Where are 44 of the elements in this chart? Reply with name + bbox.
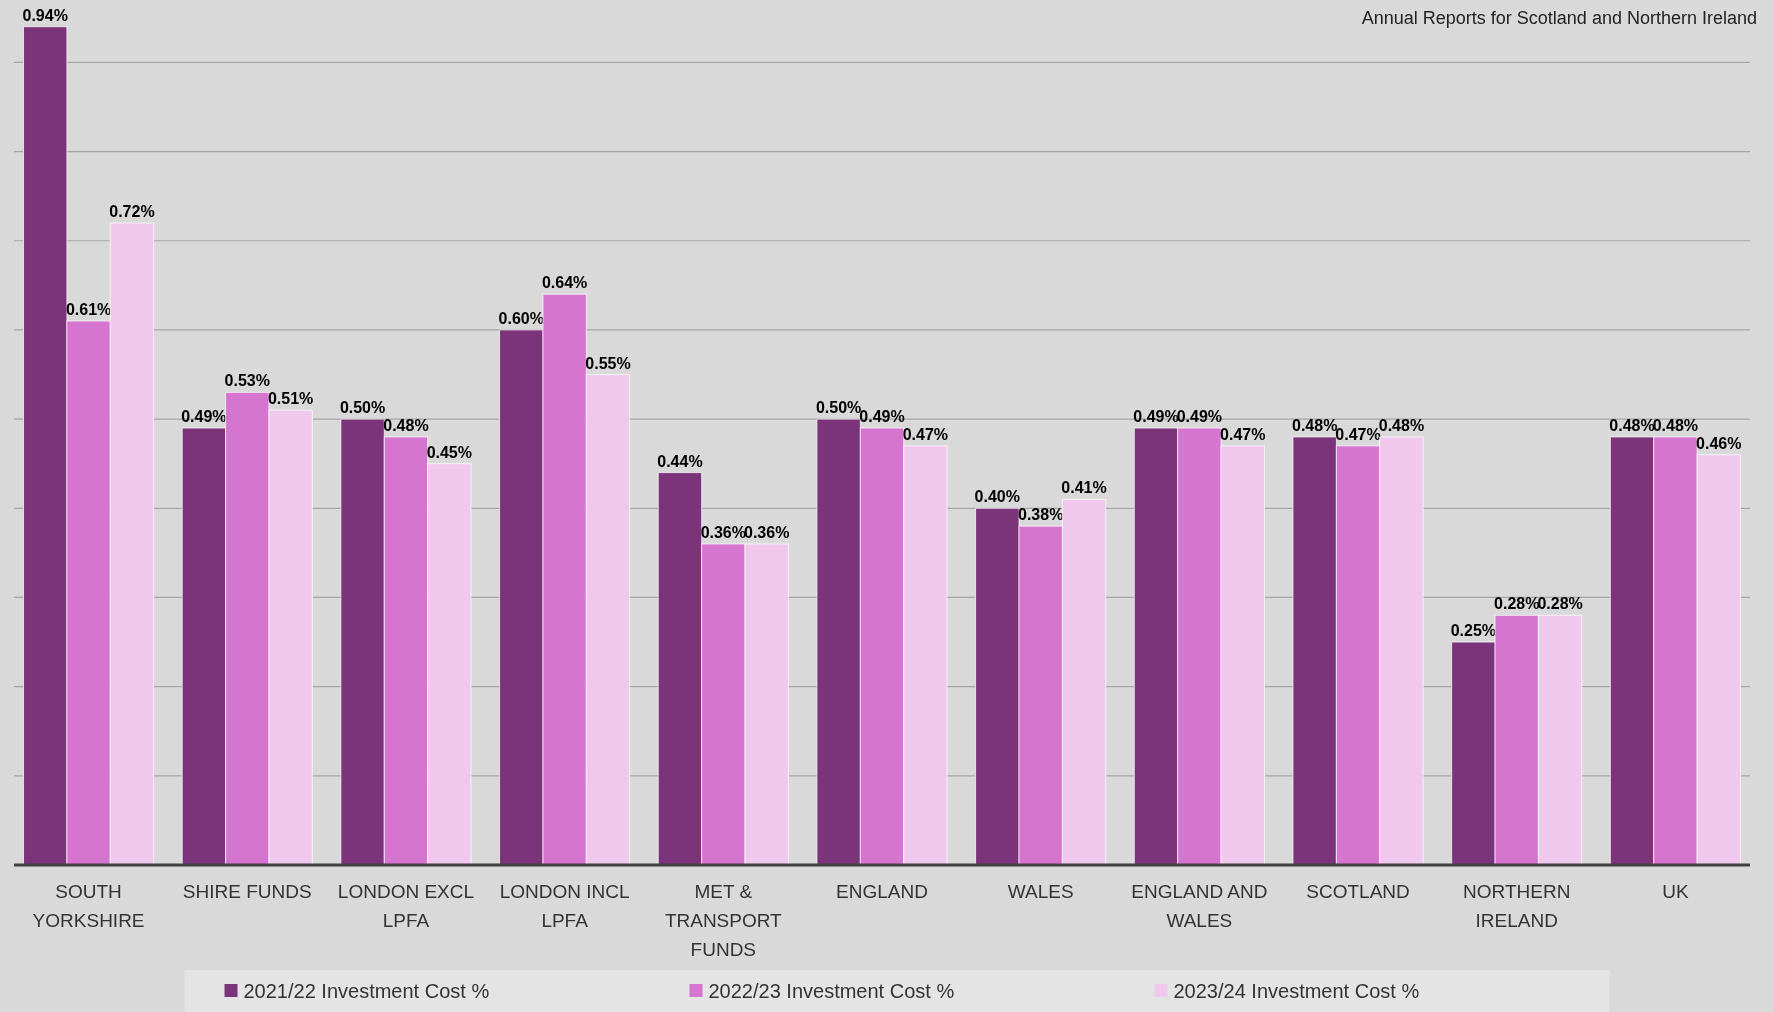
- data-label: 0.41%: [1061, 479, 1107, 497]
- data-label: 0.36%: [700, 523, 746, 541]
- x-tick-label: NORTHERN IRELAND: [1463, 881, 1571, 931]
- data-label: 0.61%: [65, 301, 112, 319]
- data-label: 0.50%: [339, 399, 386, 417]
- data-label: 0.47%: [902, 425, 949, 443]
- data-label: 0.49%: [1176, 408, 1223, 426]
- data-label: 0.48%: [1378, 416, 1425, 434]
- data-label: 0.64%: [541, 274, 588, 292]
- data-label: 0.53%: [224, 372, 270, 390]
- x-tick-label: MET & TRANSPORT FUNDS: [664, 881, 783, 960]
- data-label: 0.28%: [1537, 595, 1583, 613]
- x-tick-label: SHIRE FUNDS: [182, 881, 312, 902]
- data-label: 0.48%: [1609, 416, 1655, 434]
- x-tick-label: ENGLAND: [836, 881, 928, 902]
- data-label: 0.46%: [1696, 434, 1742, 452]
- x-tick-label: SOUTH YORKSHIRE: [32, 881, 145, 931]
- data-label: 0.60%: [498, 309, 544, 327]
- data-label: 0.55%: [585, 354, 631, 372]
- legend-label: 2023/24 Investment Cost %: [1173, 980, 1420, 1002]
- text: Annual Reports for Scotland and Northern Ireland: [1361, 8, 1757, 28]
- data-label: 0.25%: [1450, 622, 1497, 640]
- data-label: 0.45%: [426, 443, 473, 461]
- data-label: 0.47%: [1220, 425, 1266, 443]
- data-label: 0.28%: [1494, 595, 1540, 613]
- data-label: 0.40%: [974, 488, 1020, 506]
- data-label: 0.49%: [1133, 408, 1179, 426]
- x-tick-label: WALES: [1007, 881, 1074, 902]
- x-tick-label: LONDON INCL LPFA: [499, 881, 630, 931]
- data-label: 0.44%: [657, 452, 703, 470]
- legend-label: 2022/23 Investment Cost %: [708, 980, 955, 1002]
- data-label: 0.51%: [267, 390, 314, 408]
- data-label: 0.48%: [1652, 416, 1699, 434]
- data-label: 0.38%: [1018, 506, 1064, 524]
- data-label: 0.94%: [22, 6, 68, 24]
- data-label: 0.72%: [109, 202, 155, 220]
- data-label: 0.49%: [181, 408, 227, 426]
- data-label: 0.48%: [383, 416, 429, 434]
- x-tick-label: SCOTLAND: [1306, 881, 1410, 902]
- legend-label: 2021/22 Investment Cost %: [243, 980, 490, 1002]
- data-label: 0.36%: [744, 523, 790, 541]
- x-tick-label: UK: [1662, 881, 1689, 902]
- x-tick-label: ENGLAND AND WALES: [1131, 881, 1268, 931]
- x-tick-label: LONDON EXCL LPFA: [337, 881, 475, 931]
